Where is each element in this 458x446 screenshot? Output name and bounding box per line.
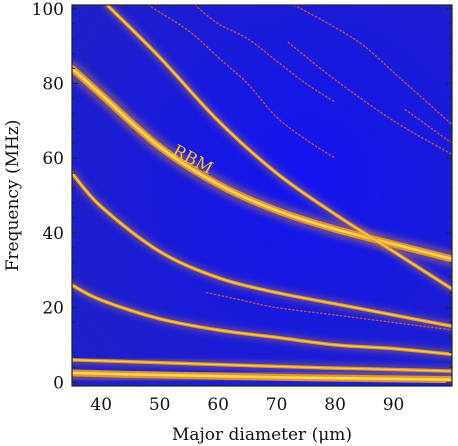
mode-line-4 [72,364,452,386]
x-tick-label: 80 [324,395,346,415]
x-tick-label: 50 [149,395,171,415]
y-tick-label: 80 [42,74,64,94]
x-tick-label: 40 [90,395,112,415]
mode-line-5 [102,5,452,294]
x-tick-label: 70 [266,395,288,415]
x-axis-label: Major diameter (μm) [172,425,352,445]
y-tick-label: 20 [42,299,64,319]
y-tick-label: 0 [53,373,64,393]
mode-line-8 [293,5,452,126]
y-tick-label: 100 [32,0,64,20]
x-tick-label: 60 [207,395,229,415]
plot-background [72,5,452,386]
x-tick-label: 90 [383,395,405,415]
mode-line-11 [205,291,452,331]
mode-line-1 [72,168,452,331]
mode-line-9 [287,41,452,156]
mode-line-7 [194,5,336,103]
y-axis-label: Frequency (MHz) [3,120,23,272]
mode-line-3 [72,355,452,376]
plot-frame [71,4,453,387]
axis-ticks: 40 50 60 70 80 90 0 20 40 60 80 100 [32,0,452,415]
mode-line-10 [404,108,452,144]
mode-lines [72,5,452,386]
y-tick-label: 60 [42,149,64,169]
mode-line-2 [72,280,452,359]
mode-line-6 [147,5,336,159]
y-tick-label: 40 [42,224,64,244]
